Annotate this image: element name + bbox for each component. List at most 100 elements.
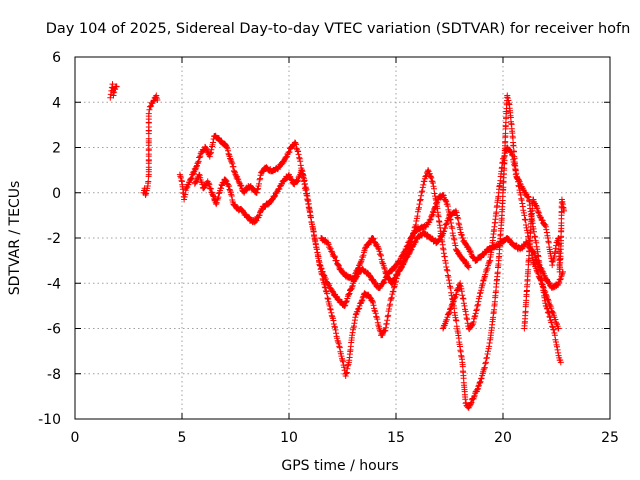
data-point: [147, 103, 154, 110]
data-point: [110, 92, 117, 99]
data-point: [352, 314, 359, 321]
data-point: [456, 221, 463, 228]
data-point: [313, 246, 320, 253]
data-point: [378, 252, 384, 259]
data-point: [442, 225, 449, 231]
data-point: [283, 154, 290, 161]
data-point: [433, 200, 440, 207]
data-point: [381, 264, 388, 271]
y-tick-label: -10: [38, 412, 61, 428]
data-point: [413, 218, 420, 224]
series-late: [521, 196, 567, 332]
data-point: [321, 284, 328, 291]
data-point: [401, 259, 407, 265]
data-point: [336, 344, 343, 351]
data-point: [411, 239, 418, 246]
data-point: [518, 197, 525, 204]
x-tick-label: 20: [494, 430, 512, 446]
data-point: [210, 139, 216, 146]
data-point: [297, 158, 304, 165]
data-point: [558, 273, 565, 280]
data-point: [213, 201, 220, 208]
data-point: [343, 370, 350, 377]
data-point: [554, 343, 560, 350]
data-point: [335, 262, 342, 268]
data-point: [477, 378, 484, 385]
data-point: [292, 140, 299, 146]
data-point: [349, 283, 356, 290]
data-point: [472, 310, 479, 317]
data-point: [521, 216, 528, 223]
data-point: [441, 228, 448, 235]
data-point: [477, 289, 484, 296]
data-point: [544, 296, 551, 303]
data-point: [543, 226, 550, 233]
data-point: [550, 326, 557, 333]
data-point: [271, 194, 277, 201]
data-point: [538, 280, 545, 287]
data-point: [302, 180, 308, 187]
data-point: [428, 212, 435, 219]
data-point: [228, 158, 235, 165]
data-point: [317, 262, 323, 269]
data-point: [177, 174, 184, 181]
data-point: [309, 223, 316, 230]
data-point: [509, 152, 516, 159]
x-tick-label: 15: [387, 430, 405, 446]
data-point: [486, 340, 493, 346]
data-point: [561, 207, 567, 214]
data-point: [482, 271, 489, 278]
data-point: [511, 161, 518, 168]
data-point: [529, 255, 536, 261]
y-tick-label: -8: [47, 367, 61, 383]
data-point: [419, 188, 426, 195]
data-point: [330, 321, 337, 327]
series-early-1: [107, 81, 120, 101]
x-tick-label: 0: [71, 430, 80, 446]
data-point: [227, 155, 234, 162]
data-point: [520, 207, 527, 214]
y-tick-label: 0: [52, 186, 61, 202]
data-point: [210, 192, 216, 199]
data-point: [307, 214, 314, 221]
y-tick-label: -2: [47, 231, 61, 247]
data-point: [448, 292, 455, 299]
axis-ticks: 0 5 10 15 20 25 -10 -8 -6 -4 -2 0 2 4 6: [38, 50, 619, 446]
data-point: [414, 208, 421, 215]
x-tick-label: 10: [280, 430, 298, 446]
y-tick-label: 6: [52, 50, 61, 66]
data-point: [474, 302, 481, 309]
data-point: [471, 313, 478, 320]
data-point: [327, 245, 334, 252]
data-point: [388, 294, 395, 301]
data-point: [324, 295, 331, 302]
data-point: [510, 142, 517, 149]
data-point: [286, 149, 293, 155]
data-point: [370, 302, 377, 309]
data-point: [525, 193, 532, 200]
data-point: [512, 167, 519, 174]
data-point: [540, 284, 547, 291]
data-point: [340, 358, 346, 365]
data-point: [332, 326, 339, 333]
data-point: [367, 273, 374, 280]
data-point: [370, 235, 377, 242]
data-point: [443, 266, 450, 273]
data-point: [379, 331, 386, 338]
data-point: [514, 175, 521, 182]
data-point: [295, 151, 302, 158]
data-points: [107, 81, 567, 411]
chart-title: Day 104 of 2025, Sidereal Day-to-day VTE…: [46, 21, 631, 37]
data-point: [445, 274, 452, 280]
data-point: [188, 175, 195, 182]
data-point: [315, 253, 322, 260]
y-tick-label: -6: [47, 322, 61, 338]
data-point: [390, 288, 397, 295]
data-point: [431, 190, 438, 197]
data-point: [219, 182, 226, 189]
data-point: [154, 97, 161, 103]
data-point: [485, 348, 491, 355]
data-point: [318, 265, 325, 272]
data-point: [208, 146, 215, 153]
data-point: [454, 214, 461, 221]
